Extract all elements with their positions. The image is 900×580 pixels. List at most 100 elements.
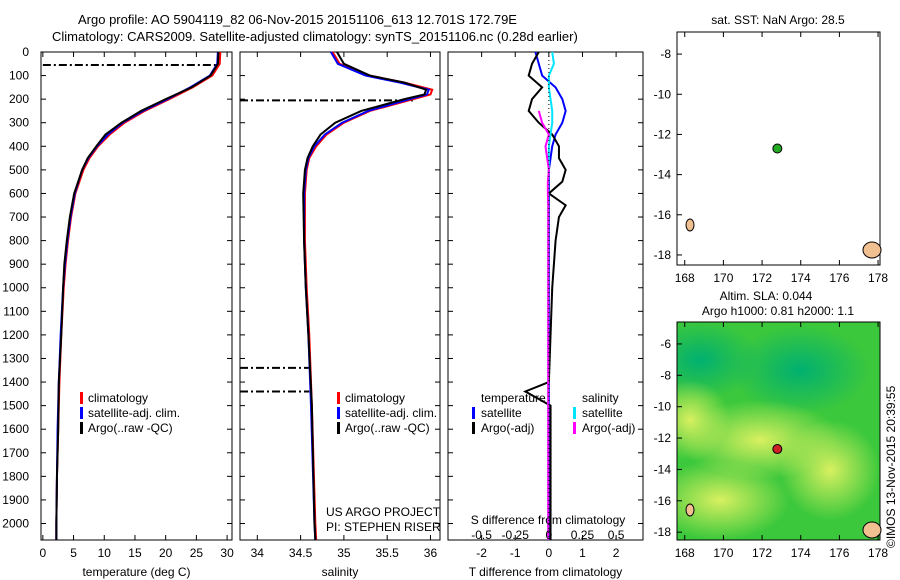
x-tick-label: 2 <box>613 546 620 560</box>
depth-tick-label: 600 <box>9 186 29 200</box>
sla-field <box>677 322 880 540</box>
pi-label: PI: STEPHEN RISER <box>326 520 441 534</box>
legend-header-temperature: temperature <box>481 391 546 405</box>
legend-swatch <box>337 392 340 404</box>
lon-tick-label: 176 <box>829 546 849 560</box>
x-tick-label: 30 <box>220 546 234 560</box>
lat-tick-label: -8 <box>660 368 671 382</box>
s-tick-label: 0 <box>546 528 553 542</box>
legend-item: Argo(-adj) <box>481 421 534 435</box>
project-label: US ARGO PROJECT <box>326 505 441 519</box>
s-tick-label: 0.25 <box>571 528 595 542</box>
x-axis-label: salinity <box>322 565 359 579</box>
sla-blob <box>677 380 730 460</box>
x-tick-label: -1 <box>510 546 521 560</box>
lat-tick-label: -8 <box>660 47 671 61</box>
x-tick-label: -2 <box>476 546 487 560</box>
lon-tick-label: 170 <box>713 271 733 285</box>
depth-tick-label: 200 <box>9 92 29 106</box>
island-shape <box>685 218 695 232</box>
depth-tick-label: 500 <box>9 163 29 177</box>
legend-item: Argo(..raw -QC) <box>88 421 173 435</box>
depth-tick-label: 0 <box>22 45 29 59</box>
plot-frame-salinity <box>239 51 441 541</box>
lat-tick-label: -12 <box>654 127 672 141</box>
island-shape <box>685 503 695 517</box>
series-line-s-argo-adj- <box>537 110 550 540</box>
x-axis-label: temperature (deg C) <box>82 565 190 579</box>
lon-tick-label: 174 <box>791 546 811 560</box>
s-tick-label: -0.25 <box>502 528 530 542</box>
depth-tick-label: 1700 <box>2 446 29 460</box>
x-tick-label: 20 <box>159 546 173 560</box>
lon-tick-label: 168 <box>675 546 695 560</box>
lon-tick-label: 170 <box>713 546 733 560</box>
legend-item: climatology <box>345 391 405 405</box>
lat-tick-label: -12 <box>654 431 672 445</box>
lat-tick-label: -6 <box>660 337 671 351</box>
x-tick-label: 36 <box>424 546 438 560</box>
argo-position-marker <box>772 143 783 154</box>
sla-blob <box>730 325 870 415</box>
lat-tick-label: -10 <box>654 400 672 414</box>
x-tick-label: 10 <box>98 546 112 560</box>
legend-item: satellite <box>481 406 522 420</box>
legend-swatch <box>573 407 576 419</box>
argo-position-marker <box>772 444 783 455</box>
x-tick-label: 25 <box>190 546 204 560</box>
legend-swatch <box>337 407 340 419</box>
legend-swatch <box>80 407 83 419</box>
legend-swatch <box>337 422 340 434</box>
sla-blob <box>677 460 790 540</box>
depth-tick-label: 1900 <box>2 493 29 507</box>
plot-frame-temperature <box>40 51 233 541</box>
legend-swatch <box>472 422 475 434</box>
x-tick-label: 34 <box>251 546 265 560</box>
x-tick-label: 1 <box>579 546 586 560</box>
depth-tick-label: 800 <box>9 234 29 248</box>
depth-tick-label: 1300 <box>2 351 29 365</box>
map-frame-sst-map <box>676 31 881 266</box>
x-tick-label: 0 <box>39 546 46 560</box>
legend-item: satellite <box>582 406 623 420</box>
depth-tick-label: 2000 <box>2 516 29 530</box>
depth-tick-label: 1000 <box>2 281 29 295</box>
lon-tick-label: 168 <box>675 271 695 285</box>
lon-tick-label: 176 <box>829 271 849 285</box>
lon-tick-label: 178 <box>868 546 888 560</box>
title-line-2: Climatology: CARS2009. Satellite-adjuste… <box>52 29 578 44</box>
series-line-argo-raw-qc- <box>55 51 220 540</box>
sla-blob <box>780 420 880 520</box>
plot-frame-difference <box>447 51 644 541</box>
series-line-argo-raw-qc- <box>302 51 428 541</box>
lat-tick-label: -16 <box>654 208 672 222</box>
depth-tick-label: 1500 <box>2 399 29 413</box>
lat-tick-label: -14 <box>654 168 672 182</box>
depth-tick-label: 400 <box>9 139 29 153</box>
legend-swatch <box>573 422 576 434</box>
island-shape <box>862 241 882 259</box>
sla-title: Altim. SLA: 0.044 <box>720 289 813 303</box>
lat-tick-label: -18 <box>654 248 672 262</box>
sst-map-title: sat. SST: NaN Argo: 28.5 <box>711 13 845 27</box>
lon-tick-label: 174 <box>791 271 811 285</box>
depth-tick-label: 100 <box>9 69 29 83</box>
legend-item: satellite-adj. clim. <box>88 406 180 420</box>
legend-item: satellite-adj. clim. <box>345 406 437 420</box>
s-tick-label: 0.5 <box>608 528 625 542</box>
lon-tick-label: 178 <box>868 271 888 285</box>
depth-tick-label: 1800 <box>2 469 29 483</box>
x-tick-label: 35.5 <box>376 546 400 560</box>
depth-tick-label: 1600 <box>2 422 29 436</box>
x-tick-label: 5 <box>70 546 77 560</box>
depth-tick-label: 300 <box>9 116 29 130</box>
lat-tick-label: -16 <box>654 494 672 508</box>
depth-tick-label: 900 <box>9 257 29 271</box>
argo-height-title: Argo h1000: 0.81 h2000: 1.1 <box>702 304 854 318</box>
x-tick-label: 34.5 <box>289 546 313 560</box>
lat-tick-label: -18 <box>654 525 672 539</box>
island-shape <box>862 521 882 539</box>
x-tick-label: 35 <box>337 546 351 560</box>
s-axis-label: S difference from climatology <box>471 513 626 527</box>
depth-tick-label: 1400 <box>2 375 29 389</box>
